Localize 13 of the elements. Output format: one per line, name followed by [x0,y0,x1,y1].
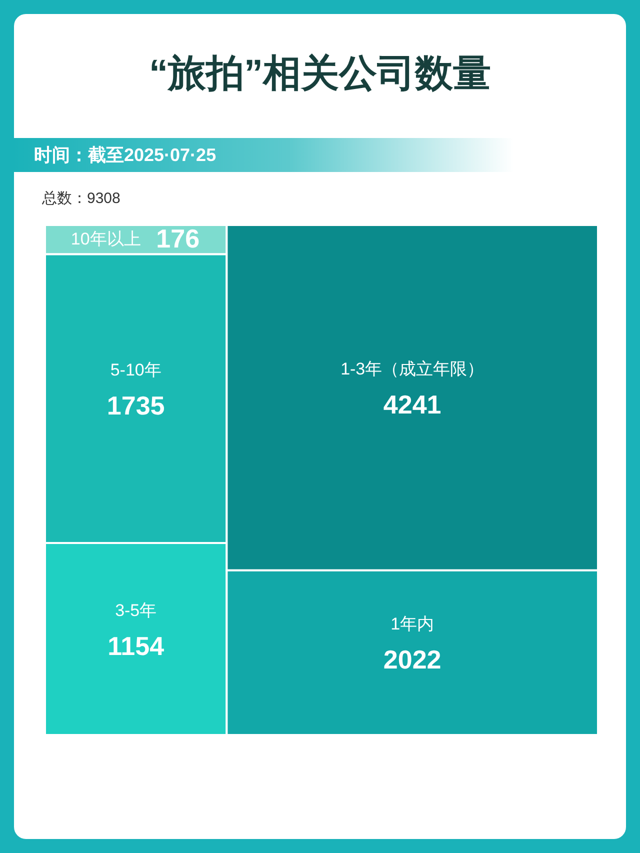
text: 总数：9308 [42,189,120,208]
data-label: 1154 [108,630,165,661]
data-label: 4241 [383,390,442,420]
category-label: 5-10年 [110,360,162,380]
category-label: 1-3年（成立年限） [340,360,484,379]
data-label: 1735 [106,390,165,421]
category-label: 3-5年 [115,600,157,620]
text: 时间：截至2025·07·25 [34,144,216,167]
text: “旅拍”相关公司数量 [148,52,492,97]
category-label: 10年以上 [70,230,141,249]
data-label: 2022 [383,644,442,675]
category-label: 1年内 [390,614,434,634]
data-label: 176 [156,224,200,254]
